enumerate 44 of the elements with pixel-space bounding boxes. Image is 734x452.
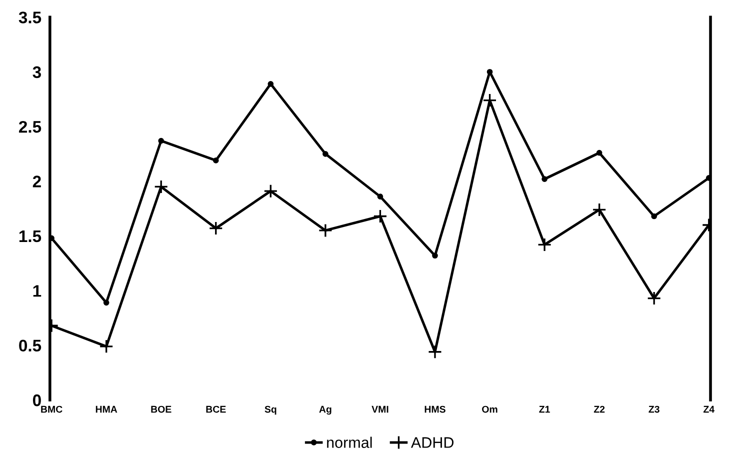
x-tick-label: Z2 (594, 406, 605, 413)
point (158, 138, 164, 144)
x-tick-label: BMC (41, 406, 62, 413)
point (592, 202, 606, 217)
point (264, 184, 278, 198)
point (373, 209, 388, 224)
x-tick-label: Z1 (539, 406, 550, 413)
point (377, 194, 384, 200)
x-tick-label: Z4 (703, 406, 714, 413)
y-tick-label: 0 (32, 394, 41, 406)
x-tick-label: Sq (264, 406, 276, 415)
point (428, 344, 442, 359)
x-tick-label: HMS (424, 406, 446, 413)
point (154, 180, 168, 194)
point (212, 158, 219, 164)
point (537, 238, 552, 252)
x-tick-label: VMI (372, 406, 388, 413)
point (482, 93, 497, 108)
point (432, 252, 438, 259)
point (103, 300, 110, 306)
point (596, 150, 602, 156)
point (542, 176, 548, 182)
x-tick-label: HMA (96, 406, 118, 413)
y-tick-label: 2 (32, 176, 41, 188)
point (318, 223, 333, 238)
y-tick-label: 2.5 (18, 120, 42, 133)
point (322, 150, 328, 157)
y-tick-label: 3.5 (18, 12, 42, 24)
x-tick-label: Z3 (648, 406, 660, 413)
y-tick-label: 3 (32, 66, 41, 78)
y-tick-label: 1.5 (19, 230, 42, 242)
legend-label: ADHD (410, 437, 454, 448)
point (99, 339, 114, 354)
y-tick-label: 1 (33, 285, 42, 297)
point (651, 213, 658, 220)
x-tick-label: BOE (151, 406, 172, 413)
point (647, 291, 662, 306)
x-tick-label: Ag (319, 406, 332, 415)
point (268, 80, 274, 87)
legend-label: normal (327, 436, 372, 448)
x-tick-label: Om (482, 406, 498, 413)
x-tick-label: BCE (206, 406, 226, 413)
point (208, 221, 223, 236)
y-tick-label: 0.5 (19, 340, 42, 352)
